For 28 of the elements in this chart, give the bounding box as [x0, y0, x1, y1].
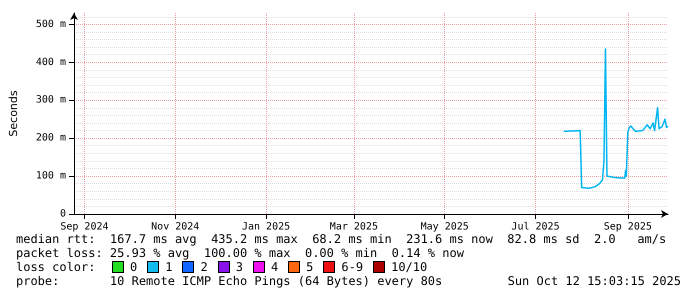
x-tick-label: Sep 2024 — [60, 222, 109, 232]
text: 5 — [306, 260, 314, 274]
text: packet loss: 25.93 % avg 100.00 % max 0.00 % min 0.14 % now — [16, 246, 465, 260]
text: 6-9 — [341, 260, 364, 274]
y-tick-label: 0 — [60, 208, 66, 220]
y-tick-label: 400 m — [36, 56, 66, 68]
text: 1 — [165, 260, 172, 274]
text: 4 — [270, 260, 278, 274]
y-axis-title: Seconds — [7, 90, 20, 137]
x-tick-label: Mar 2025 — [330, 222, 378, 232]
x-tick-label: Jul 2025 — [511, 222, 560, 232]
x-tick-label: Jan 2025 — [242, 222, 290, 232]
text: probe: 10 Remote ICMP Echo Pings (64 Bytes) every 80s — [16, 274, 442, 288]
text: 2 — [200, 260, 208, 274]
x-tick-label: Sep 2025 — [604, 222, 652, 232]
text: Sun Oct 12 15:03:15 2025 — [508, 274, 681, 288]
text: loss color: — [16, 260, 96, 274]
x-tick-label: May 2025 — [420, 222, 469, 232]
text: 0 — [130, 260, 138, 274]
y-tick-label: 200 m — [36, 132, 66, 144]
y-tick-label: 300 m — [36, 94, 66, 106]
text: median rtt: 167.7 ms avg 435.2 ms max 68.2 ms min 231.6 ms now 82.8 ms sd 2.0 am/s — [16, 232, 668, 246]
line-series — [563, 48, 669, 189]
y-tick-label: 100 m — [36, 170, 66, 182]
y-tick-label: 500 m — [36, 18, 66, 30]
text: 3 — [236, 260, 243, 274]
text: 10/10 — [391, 260, 428, 274]
x-tick-label: Nov 2024 — [151, 222, 200, 232]
